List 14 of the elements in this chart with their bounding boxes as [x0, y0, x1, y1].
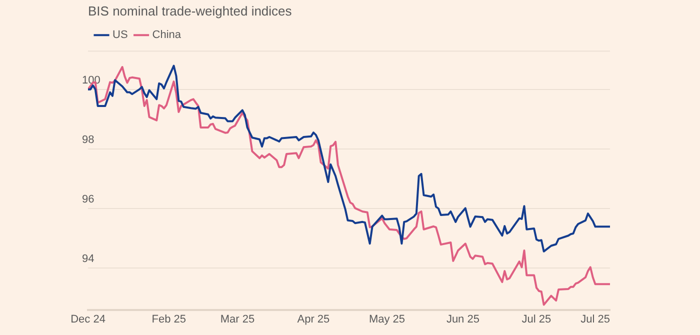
x-tick-label: Dec 24 — [70, 313, 106, 326]
legend-label: China — [152, 29, 182, 42]
y-tick-label: 96 — [82, 194, 94, 206]
y-tick-label: 94 — [82, 253, 94, 266]
x-tick-label: Feb 25 — [152, 313, 186, 326]
x-tick-label: Jul 25 — [580, 313, 610, 326]
x-tick-label: Mar 25 — [220, 313, 255, 326]
legend-label: US — [112, 29, 128, 42]
x-tick-label: Apr 25 — [297, 313, 330, 326]
x-tick-label: May 25 — [368, 313, 406, 326]
y-tick-label: 98 — [82, 134, 94, 146]
chart-title: BIS nominal trade-weighted indices — [88, 3, 292, 18]
x-tick-label: Jun 25 — [446, 313, 480, 326]
x-tick-label: Jul 25 — [522, 313, 552, 326]
